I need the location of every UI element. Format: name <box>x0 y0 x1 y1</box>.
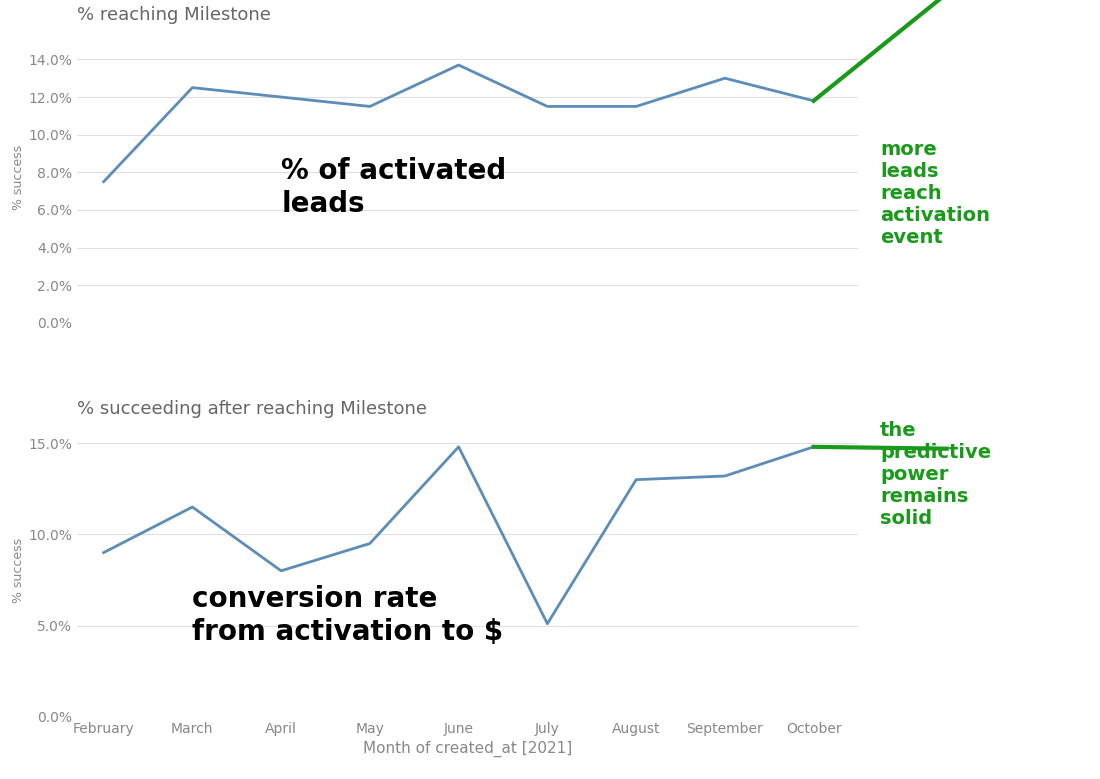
X-axis label: Month of created_at [2021]: Month of created_at [2021] <box>363 741 572 757</box>
Y-axis label: % success: % success <box>12 144 25 210</box>
Text: % succeeding after reaching Milestone: % succeeding after reaching Milestone <box>77 400 427 418</box>
Text: the
predictive
power
remains
solid: the predictive power remains solid <box>880 421 991 527</box>
Text: % of activated
leads: % of activated leads <box>282 157 506 217</box>
Text: conversion rate
from activation to $: conversion rate from activation to $ <box>192 585 504 646</box>
Text: % reaching Milestone: % reaching Milestone <box>77 6 271 24</box>
Y-axis label: % success: % success <box>12 538 25 604</box>
Text: more
leads
reach
activation
event: more leads reach activation event <box>880 140 990 247</box>
